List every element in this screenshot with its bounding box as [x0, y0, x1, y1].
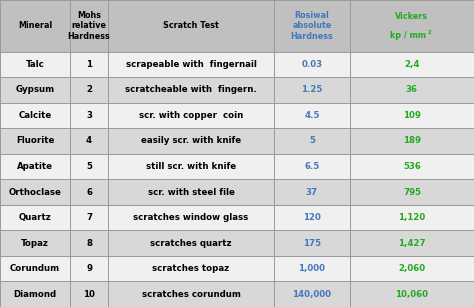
Text: 37: 37: [306, 188, 318, 196]
Text: Rosiwal
absolute
Hardness: Rosiwal absolute Hardness: [291, 10, 333, 41]
Text: Topaz: Topaz: [21, 239, 49, 248]
Bar: [0, 256, 474, 282]
Text: 4.5: 4.5: [304, 111, 319, 120]
Text: 2: 2: [86, 85, 92, 94]
Text: 140,000: 140,000: [292, 290, 331, 299]
Text: 5: 5: [309, 137, 315, 146]
Bar: [0, 103, 474, 128]
Text: Mohs
relative
Hardness: Mohs relative Hardness: [68, 10, 110, 41]
Text: 795: 795: [403, 188, 421, 196]
Text: 175: 175: [303, 239, 321, 248]
Text: 1,120: 1,120: [398, 213, 426, 222]
Text: 6.5: 6.5: [304, 162, 319, 171]
Bar: [0, 0, 474, 52]
Text: 4: 4: [86, 137, 92, 146]
Text: 36: 36: [406, 85, 418, 94]
Text: easily scr. with knife: easily scr. with knife: [141, 137, 241, 146]
Text: 1.25: 1.25: [301, 85, 322, 94]
Text: scr. with steel file: scr. with steel file: [147, 188, 235, 196]
Bar: [0, 230, 474, 256]
Text: scratches window glass: scratches window glass: [133, 213, 249, 222]
Text: 7: 7: [86, 213, 92, 222]
Text: Mineral: Mineral: [18, 21, 52, 30]
Bar: [0, 179, 474, 205]
Text: Quartz: Quartz: [18, 213, 52, 222]
Text: 1,000: 1,000: [299, 264, 325, 273]
Text: 5: 5: [86, 162, 92, 171]
Text: Apatite: Apatite: [17, 162, 53, 171]
Text: 2,4: 2,4: [404, 60, 419, 69]
Text: Fluorite: Fluorite: [16, 137, 54, 146]
Text: 3: 3: [86, 111, 92, 120]
Text: 10: 10: [83, 290, 95, 299]
Text: Diamond: Diamond: [14, 290, 56, 299]
Text: 0.03: 0.03: [301, 60, 322, 69]
Text: scratches topaz: scratches topaz: [153, 264, 229, 273]
Text: scrapeable with  fingernail: scrapeable with fingernail: [126, 60, 256, 69]
Text: 2: 2: [428, 29, 432, 35]
Text: 2,060: 2,060: [398, 264, 426, 273]
Text: scratcheable with  fingern.: scratcheable with fingern.: [125, 85, 257, 94]
Text: 8: 8: [86, 239, 92, 248]
Text: scratches quartz: scratches quartz: [150, 239, 232, 248]
Bar: [0, 52, 474, 77]
Text: scratches corundum: scratches corundum: [142, 290, 240, 299]
Text: 109: 109: [403, 111, 421, 120]
Text: Corundum: Corundum: [10, 264, 60, 273]
Text: 6: 6: [86, 188, 92, 196]
Text: 189: 189: [403, 137, 421, 146]
Text: 1,427: 1,427: [398, 239, 426, 248]
Text: Scratch Test: Scratch Test: [163, 21, 219, 30]
Bar: [0, 154, 474, 179]
Text: 120: 120: [303, 213, 321, 222]
Text: 10,060: 10,060: [395, 290, 428, 299]
Text: still scr. with knife: still scr. with knife: [146, 162, 236, 171]
Text: Orthoclase: Orthoclase: [9, 188, 62, 196]
Text: 9: 9: [86, 264, 92, 273]
Bar: [0, 128, 474, 154]
Text: kp / mm: kp / mm: [390, 31, 426, 40]
Text: Talc: Talc: [26, 60, 45, 69]
Bar: [0, 282, 474, 307]
Bar: [0, 205, 474, 230]
Text: scr. with copper  coin: scr. with copper coin: [139, 111, 243, 120]
Text: Calcite: Calcite: [18, 111, 52, 120]
Text: 1: 1: [86, 60, 92, 69]
Text: Vickers: Vickers: [395, 12, 428, 21]
Text: 536: 536: [403, 162, 421, 171]
Text: Gypsum: Gypsum: [16, 85, 55, 94]
Bar: [0, 77, 474, 103]
